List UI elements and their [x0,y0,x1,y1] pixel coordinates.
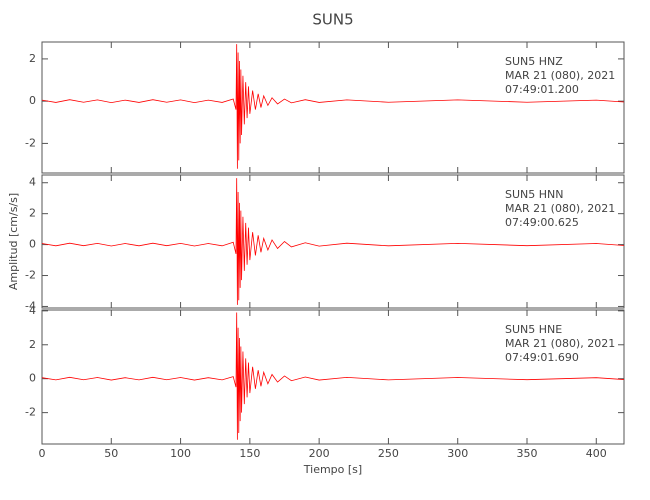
x-tick-label: 0 [39,447,46,460]
panel-frame [41,41,625,174]
annotation: MAR 21 (080), 2021 [505,337,615,350]
y-tick-label: 2 [29,52,36,65]
y-tick-label: -4 [25,299,36,312]
y-tick-label: 0 [29,238,36,251]
y-tick-label: -2 [25,406,36,419]
waveform [41,178,625,305]
y-tick-label: 2 [29,338,36,351]
annotation: MAR 21 (080), 2021 [505,69,615,82]
x-tick-label: 100 [170,447,191,460]
x-tick-label: 250 [378,447,399,460]
panel-frame [41,309,625,445]
y-tick-label: 4 [29,176,36,189]
y-tick-label: 0 [29,372,36,385]
x-tick-label: 300 [447,447,468,460]
x-tick-label: 200 [309,447,330,460]
waveform [41,44,625,169]
x-tick-label: 350 [517,447,538,460]
y-tick-label: -2 [25,136,36,149]
annotation: 07:49:00.625 [505,216,579,229]
x-tick-label: 50 [104,447,118,460]
annotation: SUN5 HNE [505,323,562,336]
y-axis-label: Amplitud [cm/s/s] [7,193,20,290]
y-tick-label: 0 [29,94,36,107]
annotation: SUN5 HNN [505,188,564,201]
annotation: 07:49:01.200 [505,83,579,96]
chart-title: SUN5 [312,11,353,29]
panel-frame [41,174,625,309]
waveform [41,312,625,440]
y-tick-label: 2 [29,207,36,220]
annotation: MAR 21 (080), 2021 [505,202,615,215]
annotation: 07:49:01.690 [505,351,579,364]
annotation: SUN5 HNZ [505,55,563,68]
y-tick-label: 4 [29,304,36,317]
x-axis-label: Tiempo [s] [303,463,362,476]
y-tick-label: -2 [25,269,36,282]
x-tick-label: 400 [586,447,607,460]
x-tick-label: 150 [239,447,260,460]
